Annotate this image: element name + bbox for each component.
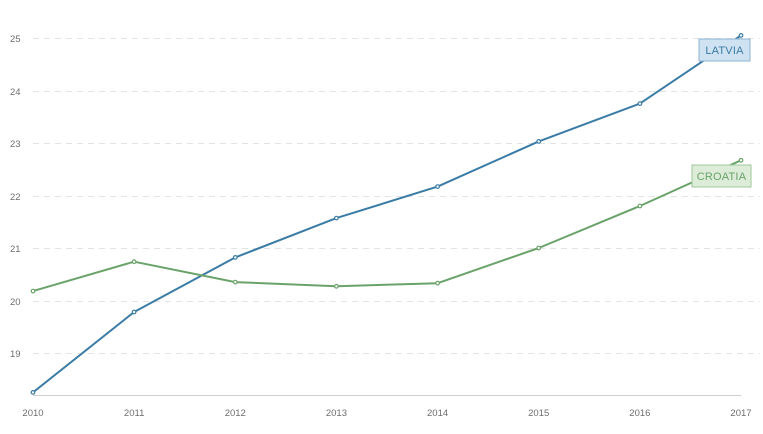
data-point-croatia [637,203,643,209]
x-tick-label: 2017 [730,408,751,419]
data-point-croatia [232,279,238,285]
x-tick-label: 2015 [528,408,549,419]
series-label-text: LATVIA [705,45,744,57]
series-label-croatia: CROATIA [691,164,752,188]
data-point-latvia [334,215,339,221]
x-tick-label: 2014 [427,408,448,419]
series-label-box [691,164,752,188]
data-point-latvia [131,309,137,315]
x-tick-label: 2013 [326,408,347,419]
data-point-croatia [334,283,339,289]
y-tick-label: 19 [10,349,21,360]
y-tick-label: 25 [10,34,21,45]
x-tick-label: 2012 [225,408,246,419]
series-label-box [698,38,751,62]
data-point-latvia [435,184,441,190]
y-tick-label: 22 [10,192,21,203]
data-point-croatia [738,157,744,163]
series-layer [30,33,744,395]
data-point-croatia [30,288,36,294]
series-label-text: CROATIA [697,171,747,183]
data-point-latvia [637,101,643,106]
gridlines [33,38,760,354]
data-point-latvia [30,390,36,395]
x-tick-label: 2011 [124,408,144,419]
series-line-latvia [32,34,742,394]
data-point-latvia [232,254,238,260]
x-tick-label: 2010 [22,408,43,419]
data-point-croatia [435,280,441,286]
y-tick-label: 23 [10,139,21,150]
data-point-croatia [536,245,542,251]
y-tick-label: 24 [10,87,21,98]
series-line-croatia [32,159,742,293]
data-point-croatia [131,259,137,265]
y-axis: 19 20 21 22 23 24 25 [10,34,21,360]
y-tick-label: 20 [10,297,21,308]
y-tick-label: 21 [10,244,21,255]
data-point-latvia [536,138,542,144]
data-point-latvia [738,33,744,38]
series-label-latvia: LATVIA [698,38,751,62]
series-labels: LATVIA CROATIA [691,38,752,188]
x-axis: 2010 2011 2012 2013 2014 2015 2016 2017 [22,395,752,419]
x-tick-label: 2016 [629,408,650,419]
